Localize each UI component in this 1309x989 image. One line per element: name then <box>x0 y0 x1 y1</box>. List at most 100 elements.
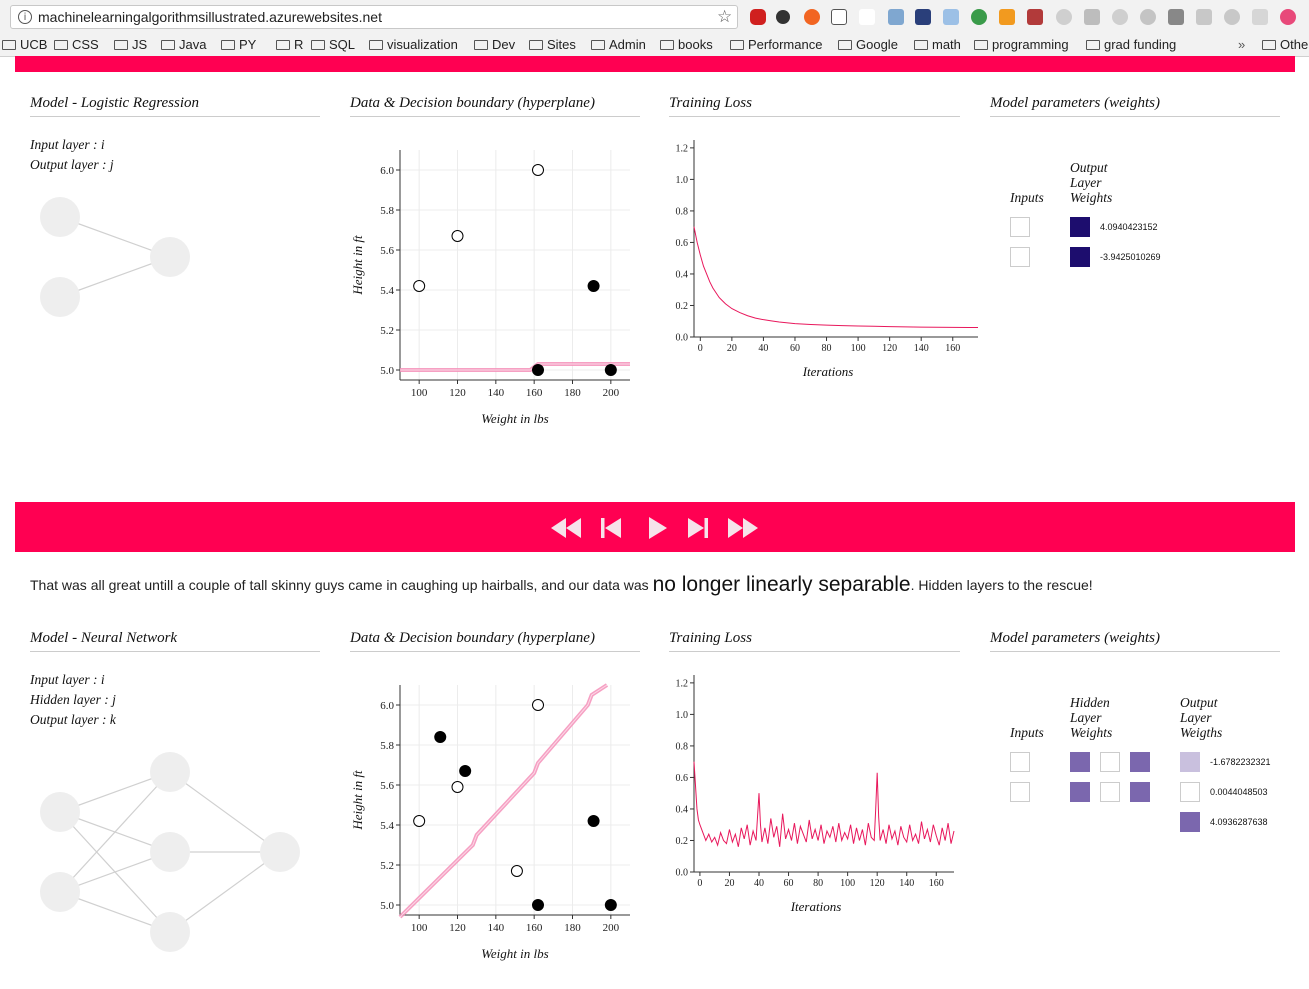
x-tick-label: 100 <box>411 922 428 934</box>
x-tick-label: 200 <box>603 922 620 934</box>
x-tick-label: 140 <box>488 922 505 934</box>
x-tick-label: 60 <box>784 878 794 889</box>
bookmark-other[interactable]: Other <box>1262 37 1309 52</box>
step-forward-icon[interactable] <box>687 517 709 539</box>
bookmarks-overflow-icon[interactable]: » <box>1238 37 1246 52</box>
hidden-node <box>150 912 190 952</box>
extension-icon-5[interactable] <box>971 9 987 25</box>
bookmark-ucb[interactable]: UCB <box>2 37 47 52</box>
input-node <box>40 197 80 237</box>
bookmark-admin[interactable]: Admin <box>591 37 646 52</box>
bookmark-label: Java <box>179 37 207 52</box>
x-axis-label: Iterations <box>790 899 842 914</box>
extension-icon-s[interactable] <box>831 9 847 25</box>
weight-value: 4.0940423152 <box>1100 222 1158 232</box>
extension-icon-2[interactable] <box>888 9 904 25</box>
bookmark-label: Sites <box>547 37 576 52</box>
folder-icon <box>474 40 488 50</box>
extension-icon-13[interactable] <box>1196 9 1212 25</box>
bookmark-css[interactable]: CSS <box>54 37 99 52</box>
divider <box>990 651 1280 652</box>
folder-icon <box>114 40 128 50</box>
y-tick-label: 0.8 <box>676 741 689 752</box>
x-tick-label: 140 <box>488 387 505 399</box>
y-tick-label: 5.4 <box>380 285 394 297</box>
bookmark-google[interactable]: Google <box>838 37 898 52</box>
bookmark-js[interactable]: JS <box>114 37 147 52</box>
x-axis-label: Iterations <box>802 364 854 379</box>
y-tick-label: 5.8 <box>380 740 394 752</box>
y-tick-label: 1.0 <box>676 175 689 186</box>
extension-icon-12[interactable] <box>1168 9 1184 25</box>
profile-icon[interactable] <box>1280 9 1296 25</box>
network-edge <box>169 771 281 853</box>
model-title: Model - Neural Network <box>30 630 178 646</box>
decision-boundary-chart-1: 100 120 140 160 180 200 5.0 5.2 5.4 5.6 5.8 6.0 Weig… <box>350 150 630 426</box>
x-tick-label: 100 <box>411 387 428 399</box>
browser-toolbar: i machinelearningalgorithmsillustrated.a… <box>0 0 1309 34</box>
hidden-weight-cell <box>1100 782 1120 802</box>
gear-icon[interactable] <box>776 10 790 24</box>
bookmark-sites[interactable]: Sites <box>529 37 576 52</box>
extension-icon-7[interactable] <box>1027 9 1043 25</box>
bookmark-label: UCB <box>20 37 48 52</box>
bookmark-star-icon[interactable]: ☆ <box>717 7 733 27</box>
boundary-title: Data & Decision boundary (hyperplane) <box>350 630 595 646</box>
data-point-filled <box>532 364 544 376</box>
output-weight-cell <box>1180 752 1200 772</box>
bookmark-math[interactable]: math <box>914 37 961 52</box>
input-cell <box>1010 217 1030 237</box>
bookmark-java[interactable]: Java <box>161 37 206 52</box>
y-tick-label: 5.2 <box>380 860 394 872</box>
y-tick-label: 0.6 <box>676 238 689 249</box>
x-tick-label: 140 <box>899 878 914 889</box>
weight-value: -1.6782232321 <box>1210 757 1271 767</box>
training-loss-chart-1: 0.0 0.2 0.4 0.6 0.8 1.0 1.2 0 20 40 60 80 100 120 140 1… <box>676 140 978 379</box>
bookmark-dev[interactable]: Dev <box>474 37 515 52</box>
extension-icon-15[interactable] <box>1252 9 1268 25</box>
extension-icon-4[interactable] <box>943 9 959 25</box>
address-bar[interactable]: i machinelearningalgorithmsillustrated.a… <box>10 5 738 29</box>
bookmark-sql[interactable]: SQL <box>311 37 355 52</box>
folder-icon <box>311 40 325 50</box>
extension-icon-3[interactable] <box>915 9 931 25</box>
bookmark-r[interactable]: R <box>276 37 303 52</box>
extension-icon-11[interactable] <box>1140 9 1156 25</box>
info-icon[interactable]: i <box>18 10 32 24</box>
amazon-icon[interactable] <box>859 9 875 25</box>
y-tick-label: 5.8 <box>380 205 394 217</box>
extension-icon-9[interactable] <box>1084 9 1100 25</box>
bookmark-visualization[interactable]: visualization <box>369 37 458 52</box>
bookmark-books[interactable]: books <box>660 37 713 52</box>
bookmark-grad-funding[interactable]: grad funding <box>1086 37 1176 52</box>
extension-icon-1[interactable] <box>750 9 766 25</box>
bookmark-label: Dev <box>492 37 516 52</box>
model-title: Model - Logistic Regression <box>30 95 200 111</box>
extension-icon-10[interactable] <box>1112 9 1128 25</box>
extension-icon-6[interactable] <box>999 9 1015 25</box>
label-line: Weights <box>1070 725 1113 740</box>
bookmark-label: Google <box>856 37 898 52</box>
data-point-open <box>451 230 464 242</box>
fast-forward-icon[interactable] <box>727 517 759 539</box>
y-axis-label: Height in ft <box>350 235 365 296</box>
x-tick-label: 180 <box>564 922 581 934</box>
alert-icon[interactable] <box>804 9 820 25</box>
data-point-open <box>413 815 426 827</box>
hidden-weight-cell <box>1070 752 1090 772</box>
rewind-icon[interactable] <box>550 517 582 539</box>
hidden-weight-cell <box>1130 752 1150 772</box>
bookmark-programming[interactable]: programming <box>974 37 1069 52</box>
divider <box>350 116 640 117</box>
input-layer-label: Input layer : i <box>30 672 105 687</box>
url-text[interactable]: machinelearningalgorithmsillustrated.azu… <box>38 9 382 25</box>
bookmark-performance[interactable]: Performance <box>730 37 822 52</box>
extension-icon-8[interactable] <box>1056 9 1072 25</box>
play-icon[interactable] <box>648 516 668 540</box>
extension-icon-14[interactable] <box>1224 9 1240 25</box>
step-back-icon[interactable] <box>600 517 622 539</box>
folder-icon <box>529 40 543 50</box>
x-tick-label: 60 <box>790 343 800 354</box>
bookmark-py[interactable]: PY <box>221 37 256 52</box>
output-layer-label: Output layer : k <box>30 712 116 727</box>
